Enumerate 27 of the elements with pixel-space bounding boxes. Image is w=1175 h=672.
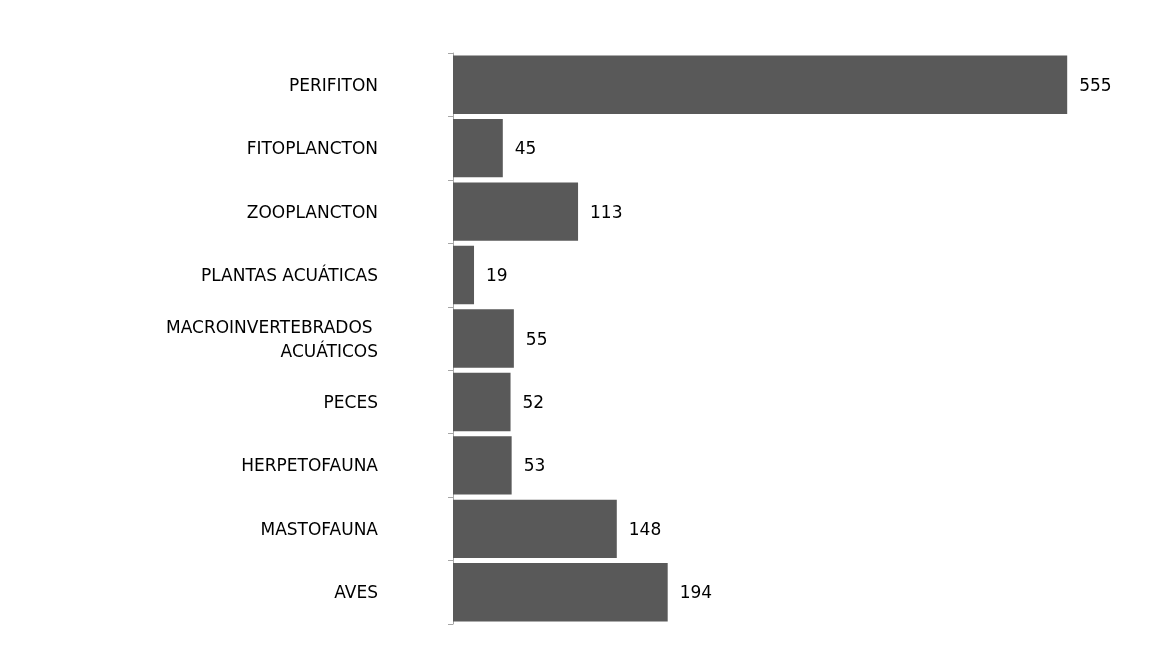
y-tick-label: PLANTAS ACUÁTICAS — [201, 264, 378, 286]
data-label: 113 — [590, 201, 623, 222]
data-label: 52 — [522, 391, 545, 412]
y-tick-label: MACROINVERTEBRADOS ACUÁTICOS — [166, 316, 378, 361]
bar — [453, 563, 668, 622]
bar — [453, 182, 579, 241]
y-tick-label: FITOPLANCTON — [246, 138, 378, 159]
data-label: 148 — [628, 518, 662, 539]
data-label: 55 — [525, 328, 548, 349]
y-tick-label: MASTOFAUNA — [260, 518, 379, 539]
data-label: 194 — [679, 582, 713, 603]
data-label: 19 — [486, 265, 508, 286]
bar — [453, 55, 1068, 114]
y-tick-label: PERIFITON — [288, 74, 378, 95]
y-tick-label: ZOOPLANCTON — [246, 201, 378, 222]
y-tick-label: AVES — [334, 582, 378, 603]
bar — [453, 309, 514, 368]
data-label: 45 — [514, 138, 537, 159]
data-label: 555 — [1079, 74, 1112, 95]
y-tick-label: PECES — [323, 391, 378, 412]
bar — [453, 499, 617, 559]
y-tick-label: HERPETOFAUNA — [241, 455, 379, 476]
bar — [453, 245, 475, 305]
bar — [453, 118, 503, 178]
bar — [453, 436, 512, 495]
bar — [453, 372, 511, 432]
data-label: 53 — [523, 455, 546, 476]
